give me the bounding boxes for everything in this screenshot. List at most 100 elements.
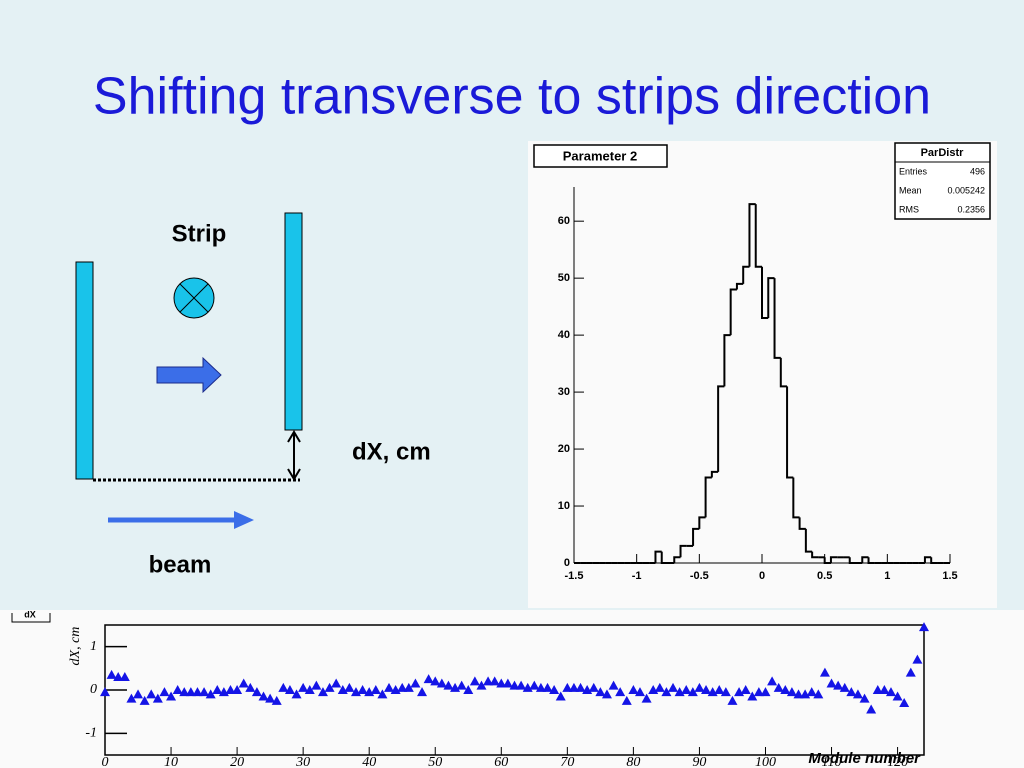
data-point <box>311 680 322 690</box>
data-point <box>509 680 520 690</box>
histogram-bin <box>710 470 719 478</box>
data-point <box>859 693 870 703</box>
x-tick-label: 0 <box>759 570 765 582</box>
data-point <box>417 687 428 697</box>
data-point <box>152 693 163 703</box>
data-point <box>806 687 817 697</box>
x-axis-label: Module number <box>808 750 921 767</box>
data-point <box>568 682 579 692</box>
y-tick-label: 30 <box>558 386 570 398</box>
data-point <box>608 680 619 690</box>
histogram-bin <box>698 516 706 529</box>
data-point <box>885 687 896 697</box>
data-point <box>773 682 784 692</box>
x-tick-label: -0.5 <box>690 570 709 582</box>
x-tick-label: 80 <box>626 755 640 768</box>
data-point <box>410 678 421 688</box>
x-tick-label: 30 <box>295 755 310 768</box>
data-point <box>430 676 441 686</box>
scatter-title: dX <box>24 609 36 619</box>
histogram-bin <box>679 544 687 558</box>
y-tick-label: 1 <box>90 639 97 654</box>
stats-title: ParDistr <box>921 147 965 159</box>
data-point <box>661 687 672 697</box>
data-point <box>819 667 830 677</box>
data-point <box>852 689 863 699</box>
data-point <box>483 676 494 686</box>
data-point <box>720 687 731 697</box>
data-point <box>641 693 652 703</box>
data-point <box>516 680 527 690</box>
data-point <box>298 682 309 692</box>
data-point <box>205 689 216 699</box>
data-point <box>443 680 454 690</box>
data-point <box>879 685 890 694</box>
histogram-bin <box>786 386 794 479</box>
data-point <box>397 682 408 692</box>
data-point <box>304 685 315 694</box>
data-point <box>199 687 210 697</box>
x-tick-label: 60 <box>494 755 508 768</box>
strip-left <box>75 261 94 480</box>
data-point <box>119 672 130 681</box>
data-point <box>760 687 771 697</box>
histogram-bin <box>811 551 819 559</box>
data-point <box>767 676 778 686</box>
data-point <box>159 687 170 697</box>
data-point <box>747 691 758 701</box>
x-tick-label: 40 <box>362 755 376 768</box>
stats-label: RMS <box>899 204 919 214</box>
histogram-bin <box>773 278 781 359</box>
y-axis-label: dX, cm <box>68 627 83 666</box>
beam-label: beam <box>149 551 212 578</box>
histogram-bin <box>792 477 800 519</box>
histogram-bin <box>804 528 813 553</box>
data-point <box>251 687 262 697</box>
histogram-bin <box>704 476 712 518</box>
data-point <box>496 678 507 688</box>
histogram-bin <box>923 556 932 563</box>
shift-arrow <box>156 356 222 394</box>
x-tick-label: 90 <box>692 755 706 768</box>
title-box <box>11 613 51 623</box>
histogram-bin <box>748 203 756 267</box>
histogram-bin <box>673 556 681 563</box>
data-point <box>331 678 342 688</box>
y-tick-label: 20 <box>558 443 570 455</box>
data-point <box>549 685 560 694</box>
x-tick-label: 20 <box>230 755 244 768</box>
data-point <box>529 680 540 690</box>
x-tick-label: -1 <box>632 570 642 582</box>
stats-label: Entries <box>899 166 928 176</box>
data-point <box>456 680 467 690</box>
histogram-title: Parameter 2 <box>563 148 637 163</box>
data-point <box>542 682 553 692</box>
y-tick-label: 10 <box>558 500 570 512</box>
data-point <box>278 682 289 692</box>
y-tick-label: -1 <box>85 726 97 741</box>
histogram-bin <box>717 385 725 472</box>
histogram-bin <box>660 551 668 564</box>
data-point <box>317 687 328 697</box>
data-point <box>628 685 639 694</box>
data-point <box>436 678 447 688</box>
strip-label: Strip <box>172 220 227 247</box>
histogram-bin <box>823 557 831 564</box>
data-point <box>258 691 269 701</box>
data-point <box>469 676 480 686</box>
data-point <box>701 685 712 694</box>
beam-arrow <box>108 511 254 529</box>
data-point <box>727 695 738 705</box>
data-point <box>780 685 791 694</box>
stats-value: 496 <box>970 166 985 176</box>
data-point <box>905 667 916 677</box>
data-point <box>463 685 474 694</box>
data-point <box>621 695 632 705</box>
x-tick-label: 100 <box>755 755 776 768</box>
data-point <box>833 680 844 690</box>
stats-box <box>894 142 991 220</box>
data-point <box>489 676 500 686</box>
dx-label: dX, cm <box>352 438 431 465</box>
histogram-bin <box>735 282 744 290</box>
